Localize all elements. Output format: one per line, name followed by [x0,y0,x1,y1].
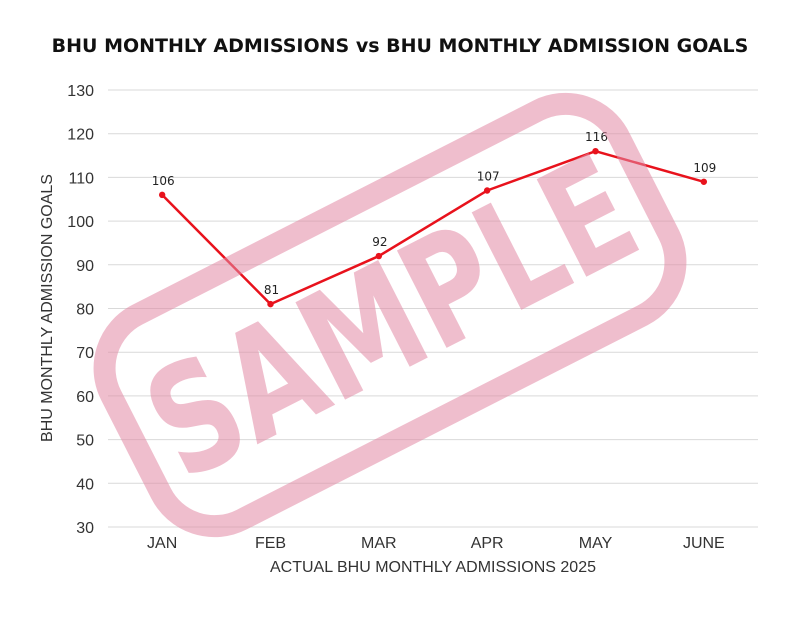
data-point [483,187,491,194]
data-point [267,300,274,308]
y-tick-label: 130 [67,83,94,100]
chart-title: BHU MONTHLY ADMISSIONS vs BHU MONTHLY AD… [52,35,749,57]
y-tick-label: 70 [76,345,94,362]
y-tick-label: 110 [68,170,94,187]
x-tick-label: MAR [361,535,397,552]
x-axis-label: ACTUAL BHU MONTHLY ADMISSIONS 2025 [270,559,596,576]
y-tick-label: 50 [76,433,94,450]
x-tick-label: MAY [579,535,613,552]
y-tick-label: 60 [76,389,94,406]
y-axis-label: BHU MONTHLY ADMISSION GOALS [39,174,56,442]
y-tick-label: 100 [67,214,94,231]
series-path [161,149,705,306]
data-label: 107 [477,170,500,184]
data-label: 109 [693,161,716,175]
data-point [375,252,383,260]
watermark-frame [93,92,687,538]
data-point [700,178,708,185]
y-tick-labels: 30 40 50 60 70 80 90 100 110 120 130 [67,83,94,537]
series-line: 106 81 92 107 116 109 [152,130,716,308]
data-label: 92 [372,235,387,249]
x-tick-labels: JAN FEB MAR APR MAY JUNE [147,535,725,552]
y-tick-label: 80 [76,302,94,319]
data-label: 81 [264,283,279,297]
x-tick-label: APR [471,535,504,552]
x-tick-label: JUNE [683,535,725,552]
x-tick-label: FEB [255,535,286,552]
data-point [158,191,166,199]
y-tick-label: 30 [76,520,94,537]
data-point [592,147,599,155]
data-label: 106 [152,174,175,188]
y-tick-label: 40 [76,476,94,493]
x-tick-label: JAN [147,535,177,552]
data-label: 116 [585,130,608,144]
y-tick-label: 90 [76,258,94,275]
y-tick-label: 120 [67,127,94,144]
